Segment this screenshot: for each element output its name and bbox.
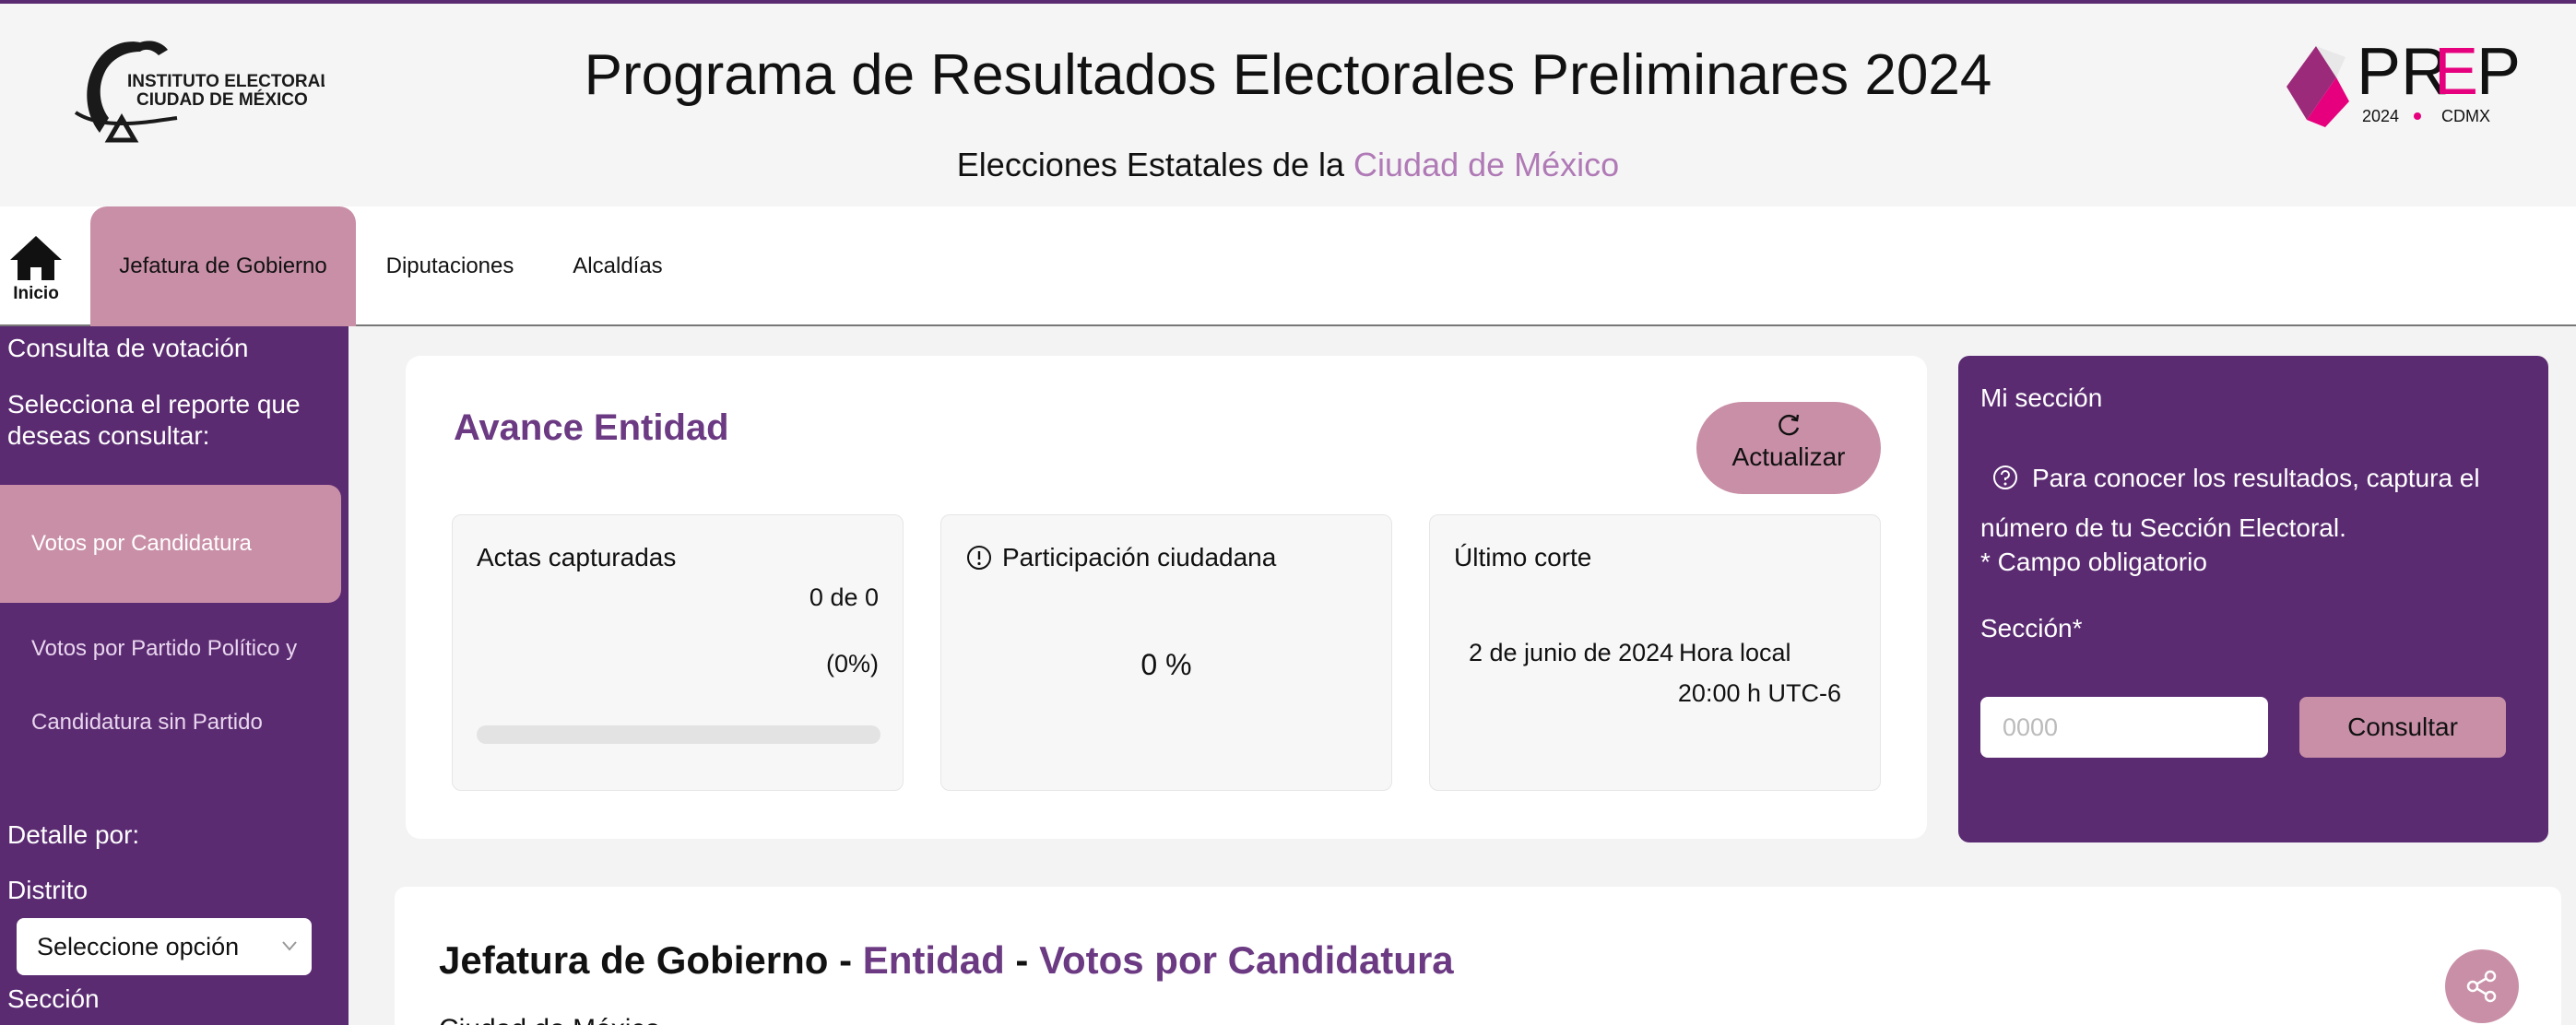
participacion-label: Participación ciudadana xyxy=(1002,543,1277,571)
results-title-entity[interactable]: Entidad xyxy=(862,938,1005,982)
results-title-report: Votos por Candidatura xyxy=(1039,938,1454,982)
sidebar-item-votos-por-candidatura[interactable]: Votos por Candidatura xyxy=(0,485,341,603)
sidebar: Consulta de votación Selecciona el repor… xyxy=(0,326,349,1025)
sidebar-title: Consulta de votación xyxy=(7,334,249,362)
home-icon xyxy=(10,236,62,280)
avance-card: Avance Entidad Actualizar Actas capturad… xyxy=(406,356,1927,839)
results-title-separator: - xyxy=(1004,938,1040,982)
participacion-label-row: Participación ciudadana xyxy=(965,543,1276,572)
actas-percent: (0%) xyxy=(825,650,879,677)
corte-time: 20:00 h UTC-6 xyxy=(1677,679,1841,707)
mi-seccion-info: Para conocer los resultados, captura el … xyxy=(1980,454,2524,553)
refresh-button[interactable]: Actualizar xyxy=(1696,402,1881,494)
sidebar-item-votos-por-partido[interactable]: Votos por Partido Político y xyxy=(31,636,298,661)
detail-label: Detalle por: xyxy=(7,820,140,849)
main-nav: Inicio Jefatura de Gobierno Diputaciones… xyxy=(0,206,2576,326)
required-note: * Campo obligatorio xyxy=(1980,548,2207,576)
refresh-icon xyxy=(1778,414,1800,436)
refresh-label: Actualizar xyxy=(1731,442,1846,471)
help-icon xyxy=(1993,465,2017,489)
prep-logo[interactable]: PR E P 2024 CDMX xyxy=(2279,33,2528,135)
results-card: Jefatura de Gobierno - Entidad - Votos p… xyxy=(395,887,2561,1025)
svg-text:E: E xyxy=(2434,35,2478,109)
page-header: INSTITUTO ELECTORAL CIUDAD DE MÉXICO Pro… xyxy=(0,4,2576,206)
tab-jefatura-de-gobierno[interactable]: Jefatura de Gobierno xyxy=(90,206,356,326)
seccion-label: Sección xyxy=(7,984,100,1013)
iecm-logo-mark: INSTITUTO ELECTORAL CIUDAD DE MÉXICO xyxy=(74,41,331,143)
page-subtitle: Elecciones Estatales de la Ciudad de Méx… xyxy=(0,146,2576,184)
sidebar-prompt: Selecciona el reporte que deseas consult… xyxy=(7,390,301,450)
mi-seccion-title: Mi sección xyxy=(1980,383,2103,412)
participacion-value: 0 % xyxy=(1140,648,1192,681)
svg-text:INSTITUTO ELECTORAL: INSTITUTO ELECTORAL xyxy=(127,72,325,91)
svg-text:2024: 2024 xyxy=(2362,107,2399,125)
consultar-button[interactable]: Consultar xyxy=(2299,697,2506,758)
actas-value: 0 de 0 xyxy=(809,583,879,611)
corte-time-label: Hora local xyxy=(1679,639,1791,666)
iecm-logo[interactable]: INSTITUTO ELECTORAL CIUDAD DE MÉXICO xyxy=(66,29,331,155)
home-label: Inicio xyxy=(13,284,59,303)
svg-text:CIUDAD DE MÉXICO: CIUDAD DE MÉXICO xyxy=(136,89,308,110)
results-title: Jefatura de Gobierno - Entidad - Votos p… xyxy=(439,938,1454,983)
subtitle-accent: Ciudad de México xyxy=(1353,146,1620,183)
ultimo-corte-card: Último corte 2 de junio de 2024 Hora loc… xyxy=(1429,514,1881,791)
chevron-down-icon xyxy=(282,941,297,951)
distrito-select-value: Seleccione opción xyxy=(37,932,240,960)
actas-label: Actas capturadas xyxy=(477,543,677,571)
avance-title: Avance Entidad xyxy=(454,407,729,448)
svg-text:CDMX: CDMX xyxy=(2441,107,2490,125)
svg-text:P: P xyxy=(2476,35,2521,109)
top-accent-line xyxy=(0,0,2576,4)
share-icon xyxy=(2466,970,2497,1003)
corte-label: Último corte xyxy=(1454,543,1592,571)
tab-alcaldias[interactable]: Alcaldías xyxy=(573,253,663,278)
share-button[interactable] xyxy=(2445,949,2519,1023)
info-icon[interactable] xyxy=(965,544,993,571)
seccion-input[interactable] xyxy=(1980,697,2268,758)
subtitle-prefix: Elecciones Estatales de la xyxy=(956,146,1354,183)
results-title-prefix: Jefatura de Gobierno - xyxy=(439,938,863,982)
page-title: Programa de Resultados Electorales Preli… xyxy=(584,43,1992,107)
nav-home[interactable]: Inicio xyxy=(6,234,66,308)
corte-date: 2 de junio de 2024 xyxy=(1469,639,1674,666)
distrito-label: Distrito xyxy=(7,876,89,904)
prep-logo-mark: PR E P 2024 CDMX xyxy=(2286,35,2521,127)
sidebar-item-candidatura-sin-partido[interactable]: Candidatura sin Partido xyxy=(31,710,263,735)
seccion-field-label: Sección* xyxy=(1980,614,2083,642)
mi-seccion-card: Mi sección Para conocer los resultados, … xyxy=(1958,356,2548,842)
actas-capturadas-card: Actas capturadas 0 de 0 (0%) xyxy=(452,514,904,791)
mi-seccion-info-text: Para conocer los resultados, captura el … xyxy=(1980,464,2480,542)
svg-text:PR: PR xyxy=(2357,35,2449,109)
results-subtitle: Ciudad de México xyxy=(439,1014,660,1025)
distrito-select[interactable]: Seleccione opción xyxy=(17,918,312,975)
tab-diputaciones[interactable]: Diputaciones xyxy=(385,253,514,278)
actas-progress-bar xyxy=(477,725,880,744)
participacion-card: Participación ciudadana 0 % xyxy=(940,514,1392,791)
